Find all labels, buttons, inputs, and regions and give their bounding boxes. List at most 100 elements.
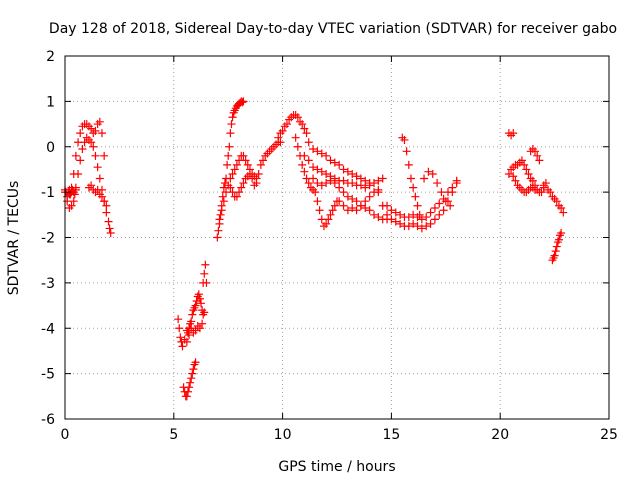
data-point [241,156,250,165]
data-point [313,197,322,206]
data-point [326,210,335,219]
data-point [298,120,307,129]
series-arc-3-upper-band [304,138,374,188]
data-point [415,210,424,219]
data-point [387,206,396,215]
data-point [422,213,431,222]
series-arc-4-spike [398,133,424,219]
data-point [232,160,241,169]
data-point [106,228,115,237]
data-point [239,179,248,188]
data-point [228,113,237,122]
data-point [324,215,333,224]
data-point [361,183,370,192]
data-point [437,188,446,197]
data-point [239,151,248,160]
data-point [197,299,205,308]
x-tick-label: 0 [61,427,70,443]
data-point [330,201,339,210]
data-point [406,174,415,183]
data-point [339,188,348,197]
data-point [187,374,196,383]
data-point [182,326,191,335]
y-tick-label: 2 [46,49,55,65]
data-point [533,151,542,160]
data-point [383,210,392,219]
x-tick-label: 20 [491,427,509,443]
data-point [213,233,222,242]
data-point [413,201,422,210]
data-point [348,179,357,188]
data-point [313,147,322,156]
data-point [348,194,357,203]
data-point [95,117,104,126]
data-point [243,160,252,169]
data-point [322,169,331,178]
series-arc-3-dip [226,169,261,201]
data-point [417,215,426,224]
series-arc-3-descent [291,133,341,231]
data-point [223,160,232,169]
data-point [293,113,302,122]
data-point [293,142,302,151]
data-point [522,165,531,174]
data-point [433,179,442,188]
y-tick-label: -6 [41,412,55,428]
data-point [252,174,261,183]
data-point [315,206,324,215]
series-arc-2-rise [182,290,209,346]
data-point [417,224,426,233]
data-point [409,219,418,228]
data-point [531,147,540,156]
data-point [322,219,331,228]
y-tick-label: -3 [41,276,55,292]
data-point [304,179,313,188]
data-point [218,192,227,201]
series-arc-4-hump [420,167,455,210]
data-point [335,160,344,169]
data-point [446,201,455,210]
data-point [100,151,109,160]
data-point [343,192,352,201]
data-point [291,133,300,142]
data-point [557,204,566,213]
data-point [422,222,431,231]
x-tick-label: 10 [274,427,292,443]
y-tick-label: 1 [46,94,55,110]
data-point [76,129,85,138]
data-point [194,290,203,299]
data-point [226,174,235,183]
data-point [278,126,287,135]
data-point [201,260,210,269]
data-point [348,204,357,213]
series-arc-5-lower [509,172,540,197]
series-arc-3-lower [215,138,285,224]
data-point [183,387,192,396]
data-point [226,183,235,192]
data-point [409,183,418,192]
data-point [348,169,357,178]
data-point [185,383,194,392]
data-point [87,138,96,147]
data-point [97,129,106,138]
data-point [309,145,318,154]
data-point [93,185,102,194]
data-point [517,156,526,165]
data-point [426,208,435,217]
data-point [224,151,233,160]
data-point [304,138,313,147]
series-arc-5-tail [539,179,568,217]
data-point [317,181,326,190]
data-point [339,201,348,210]
data-point [76,156,85,165]
series-arc-3-peak [274,110,311,142]
data-point [182,392,191,401]
data-point [439,206,448,215]
data-point [339,176,348,185]
x-tick-label: 25 [600,427,618,443]
data-point [404,213,413,222]
y-tick-label: 0 [46,140,55,156]
data-point [330,158,339,167]
data-point [441,197,450,206]
x-axis-label: GPS time / hours [278,459,395,475]
